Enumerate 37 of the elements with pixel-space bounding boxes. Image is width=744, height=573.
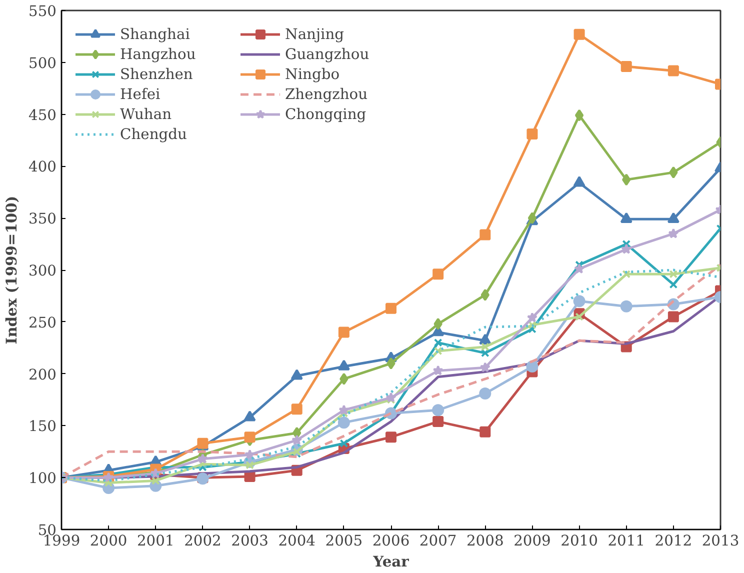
legend-label: Shenzhen xyxy=(120,66,194,82)
x-tick-label: 2005 xyxy=(325,532,363,550)
x-tick-label: 2011 xyxy=(608,532,646,550)
x-tick-label: 2012 xyxy=(654,532,692,550)
legend-label: Chengdu xyxy=(120,126,188,142)
y-tick-label: 550 xyxy=(28,3,57,20)
y-tick-label: 250 xyxy=(28,314,57,332)
x-tick-label: 2013 xyxy=(702,532,740,550)
x-tick-label: 2003 xyxy=(231,532,268,550)
y-tick-label: 300 xyxy=(28,262,57,280)
x-tick-label: 2004 xyxy=(278,532,316,550)
y-axis-title: Index (1999=100) xyxy=(4,196,21,344)
x-tick-label: 2009 xyxy=(514,532,551,550)
y-tick-label: 350 xyxy=(28,210,57,228)
x-tick-label: 2007 xyxy=(419,532,457,550)
legend-label: Zhengzhou xyxy=(285,86,369,102)
x-tick-label: 2001 xyxy=(136,532,174,550)
x-tick-label: 2006 xyxy=(372,532,410,550)
y-tick-label: 100 xyxy=(28,470,57,488)
x-tick-label: 2002 xyxy=(184,532,222,550)
legend-label: Guangzhou xyxy=(285,46,370,62)
y-tick-label: 150 xyxy=(28,418,57,436)
legend-label: Hefei xyxy=(120,86,162,102)
y-tick-label: 400 xyxy=(28,158,57,176)
x-axis-title: Year xyxy=(372,554,410,570)
y-tick-label: 450 xyxy=(28,106,57,124)
legend-label: Chongqing xyxy=(285,106,368,122)
legend-label: Nanjing xyxy=(285,26,346,42)
x-tick-label: 2008 xyxy=(466,532,504,550)
legend-label: Hangzhou xyxy=(120,46,197,62)
x-tick-label: 2000 xyxy=(90,532,128,550)
y-tick-label: 500 xyxy=(28,54,57,72)
legend-label: Wuhan xyxy=(120,106,173,122)
legend-label: Ningbo xyxy=(285,66,341,82)
y-tick-label: 200 xyxy=(28,366,57,384)
x-tick-label: 2010 xyxy=(560,532,598,550)
legend-label: Shanghai xyxy=(120,26,191,42)
